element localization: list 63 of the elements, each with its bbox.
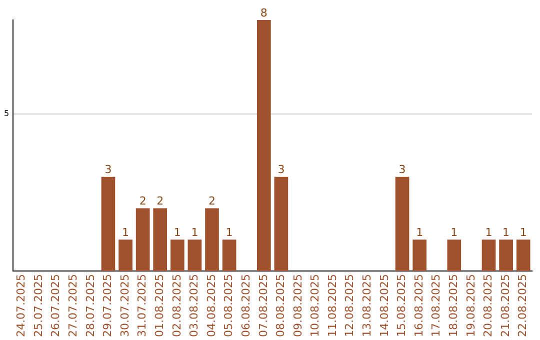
bar bbox=[205, 208, 219, 272]
x-tick-label: 24.07.2025 bbox=[14, 274, 28, 338]
x-tick-label: 29.07.2025 bbox=[101, 274, 114, 338]
data-label: 3 bbox=[398, 163, 406, 176]
x-tick-label: 13.08.2025 bbox=[360, 274, 374, 338]
data-label: 2 bbox=[139, 194, 146, 208]
x-tick-label: 12.08.2025 bbox=[343, 274, 356, 338]
x-tick-label: 16.08.2025 bbox=[412, 274, 426, 338]
bar bbox=[274, 176, 288, 272]
bar bbox=[188, 240, 202, 272]
x-tick-label: 22.08.2025 bbox=[516, 274, 530, 338]
data-label: 1 bbox=[191, 226, 198, 239]
data-label: 8 bbox=[260, 6, 268, 20]
x-tick-label: 31.07.2025 bbox=[136, 274, 149, 338]
data-label: 1 bbox=[450, 226, 458, 239]
data-label: 3 bbox=[278, 163, 285, 176]
bar bbox=[222, 240, 236, 272]
data-label: 1 bbox=[502, 226, 510, 239]
x-tick-label: 04.08.2025 bbox=[204, 274, 218, 338]
bar bbox=[499, 240, 513, 272]
x-tick-label: 14.08.2025 bbox=[378, 274, 391, 338]
x-tick-label: 11.08.2025 bbox=[326, 274, 339, 338]
x-tick-label: 05.08.2025 bbox=[222, 274, 236, 338]
x-tick-label: 09.08.2025 bbox=[291, 274, 304, 338]
data-label: 1 bbox=[416, 226, 424, 239]
x-tick-label: 10.08.2025 bbox=[308, 274, 322, 338]
x-tick-label: 01.08.2025 bbox=[152, 274, 166, 338]
y-tick-label: 5 bbox=[4, 109, 10, 118]
x-tick-label: 30.07.2025 bbox=[118, 274, 132, 338]
x-tick-label: 18.08.2025 bbox=[447, 274, 460, 338]
data-label: 1 bbox=[122, 226, 130, 239]
x-tick-label: 08.08.2025 bbox=[274, 274, 288, 338]
x-tick-label: 07.08.2025 bbox=[256, 274, 270, 338]
data-label: 1 bbox=[174, 226, 181, 239]
data-label: 3 bbox=[104, 163, 112, 176]
x-tick-label: 19.08.2025 bbox=[464, 274, 478, 338]
bar bbox=[256, 20, 271, 272]
x-tick-label: 15.08.2025 bbox=[395, 274, 408, 338]
bar bbox=[412, 240, 426, 272]
x-tick-label: 25.07.2025 bbox=[32, 274, 45, 338]
data-label: 2 bbox=[208, 194, 216, 208]
data-label: 2 bbox=[156, 194, 164, 208]
bar bbox=[136, 208, 150, 272]
x-tick-label: 20.08.2025 bbox=[482, 274, 495, 338]
x-tick-label: 28.07.2025 bbox=[84, 274, 97, 338]
x-tick-label: 17.08.2025 bbox=[430, 274, 443, 338]
bar bbox=[101, 176, 116, 272]
x-tick-label: 06.08.2025 bbox=[239, 274, 252, 338]
x-tick-label: 02.08.2025 bbox=[170, 274, 184, 338]
bar bbox=[153, 208, 168, 272]
x-tick-label: 27.07.2025 bbox=[66, 274, 80, 338]
data-label: 1 bbox=[520, 226, 527, 239]
bar bbox=[482, 240, 496, 272]
bar bbox=[516, 240, 530, 272]
bar bbox=[447, 240, 462, 272]
x-tick-label: 26.07.2025 bbox=[49, 274, 62, 338]
bar bbox=[170, 240, 184, 272]
x-tick-label: 03.08.2025 bbox=[188, 274, 201, 338]
bar bbox=[118, 240, 132, 272]
bar bbox=[395, 176, 410, 272]
x-tick-label: 21.08.2025 bbox=[498, 274, 512, 338]
data-label: 1 bbox=[485, 226, 492, 239]
data-label: 1 bbox=[226, 226, 233, 239]
